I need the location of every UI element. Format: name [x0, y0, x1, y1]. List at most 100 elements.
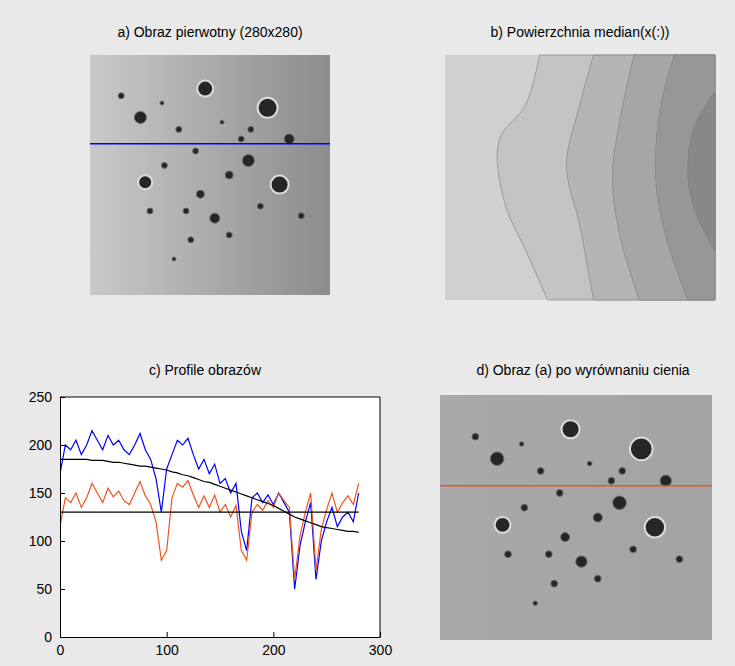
tick-label: 0: [44, 629, 52, 645]
panel-title: d) Obraz (a) po wyrównaniu cienia: [476, 362, 689, 378]
crater: [257, 203, 263, 209]
tick-mark: [273, 632, 274, 637]
crater: [608, 477, 615, 484]
tick-label: 0: [57, 642, 65, 658]
tick-mark: [60, 445, 65, 446]
crater: [176, 126, 182, 132]
crater: [242, 155, 254, 167]
crater: [630, 438, 653, 461]
crater: [519, 442, 524, 447]
crater: [490, 452, 504, 466]
tick: 200: [29, 437, 65, 453]
crater: [676, 556, 683, 563]
crater: [138, 175, 152, 189]
crater: [521, 504, 528, 511]
crater: [118, 93, 124, 99]
panel-title: b) Powierzchnia median(x(:)): [491, 24, 670, 40]
tick: 0: [44, 629, 65, 645]
crater: [505, 551, 512, 558]
crater: [197, 81, 213, 97]
crater: [495, 517, 511, 533]
contour-band: [612, 55, 715, 300]
crater: [545, 551, 552, 558]
contour-band: [567, 55, 716, 300]
crater: [660, 475, 671, 486]
crater: [258, 98, 278, 118]
image: [90, 55, 330, 295]
crater: [630, 546, 637, 553]
crater: [645, 517, 665, 537]
crater: [576, 556, 587, 567]
image-panel: [90, 55, 330, 295]
crater: [183, 208, 189, 214]
line-panel: 0 100 200 300 0 50 100 150 200 250: [29, 389, 393, 658]
tick-label: 200: [262, 642, 286, 658]
lines: [60, 431, 359, 589]
tick-mark: [60, 541, 65, 542]
crater: [226, 232, 232, 238]
crater: [533, 601, 538, 606]
crater: [619, 468, 626, 475]
crater: [298, 213, 304, 219]
series-line: [60, 431, 359, 589]
crater: [551, 580, 558, 587]
tick-mark: [167, 632, 168, 637]
figure: a) Obraz pierwotny (280x280) b) Powierzch…: [0, 0, 735, 666]
image-panel: [440, 395, 712, 640]
panel-title: a) Obraz pierwotny (280x280): [117, 24, 302, 40]
tick-label: 300: [369, 642, 393, 658]
crater: [537, 468, 544, 475]
tick: 300: [369, 632, 393, 658]
tick-mark: [380, 632, 381, 637]
crater: [161, 162, 167, 168]
crater: [561, 420, 579, 438]
tick: 100: [155, 632, 179, 658]
crater: [594, 575, 601, 582]
tick-label: 100: [155, 642, 179, 658]
y-axis: 0 50 100 150 200 250: [29, 389, 65, 645]
contour-panel: [445, 55, 715, 300]
crater: [196, 190, 204, 198]
crater: [271, 176, 289, 194]
frame: [380, 397, 381, 637]
axis-line: [61, 637, 381, 638]
canvas: a) Obraz pierwotny (280x280) b) Powierzch…: [0, 0, 735, 666]
crater: [210, 213, 220, 223]
panel-title: c) Profile obrazów: [149, 362, 262, 378]
crater: [188, 237, 194, 243]
series-line: [60, 512, 359, 513]
contour-band: [497, 55, 715, 300]
plot-area: [60, 397, 380, 637]
tick-mark: [60, 397, 65, 398]
tick: 250: [29, 389, 65, 405]
tick-label: 150: [29, 485, 53, 501]
tick-mark: [60, 637, 65, 638]
series-line: [60, 459, 359, 532]
tick-mark: [60, 493, 65, 494]
crater: [613, 496, 627, 510]
crater: [238, 136, 244, 142]
crater: [225, 171, 233, 179]
tick: 50: [36, 581, 65, 597]
tick: 200: [262, 632, 286, 658]
crater: [556, 490, 563, 497]
tick: 150: [29, 485, 65, 501]
image: [440, 395, 712, 640]
crater: [593, 513, 602, 522]
axis-line: [60, 398, 61, 638]
contour-band: [688, 92, 715, 251]
crater: [160, 101, 164, 105]
crater: [172, 257, 176, 261]
series-line: [60, 481, 359, 580]
profile-line: [90, 143, 330, 145]
crater: [472, 433, 479, 440]
contour-band: [445, 55, 715, 300]
tick-label: 200: [29, 437, 53, 453]
crater: [248, 126, 254, 132]
contour-band: [655, 55, 715, 300]
tick: 100: [29, 533, 65, 549]
crater: [220, 120, 224, 124]
crater: [561, 533, 570, 542]
x-axis: 0 100 200 300: [57, 632, 393, 658]
frame: [60, 397, 380, 398]
